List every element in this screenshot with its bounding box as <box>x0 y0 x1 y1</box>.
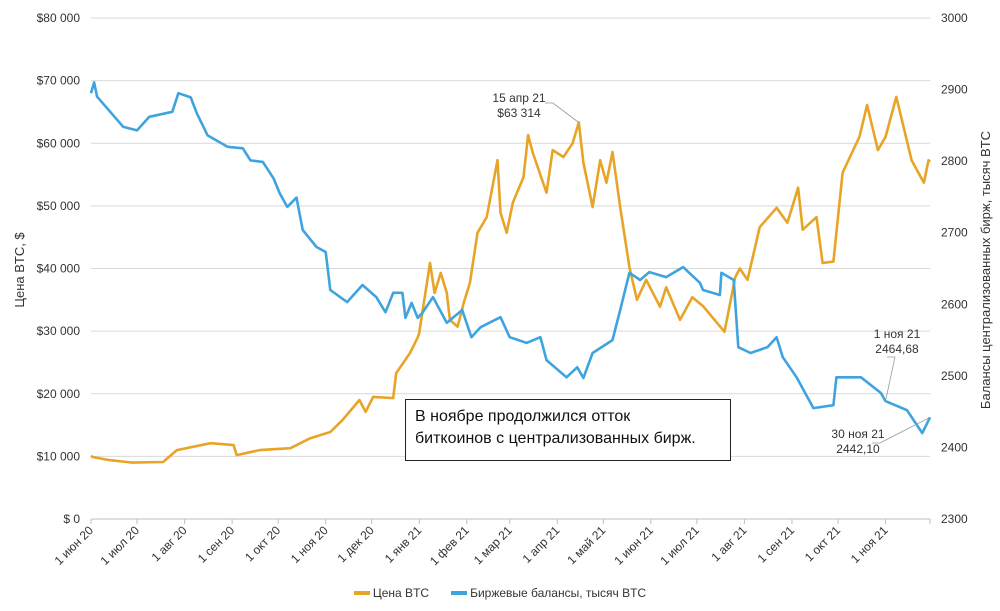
callout-line-2: биткоинов с централизованных бирж. <box>415 430 696 447</box>
left-axis-title: Цена BTC, $ <box>12 232 27 308</box>
legend-item-price: Цена BTC <box>353 586 430 600</box>
left-tick-label: $20 000 <box>37 387 81 401</box>
x-tick-label: 1 мар 21 <box>471 523 515 567</box>
right-axis-title: Балансы централизованных бирж, тысяч BTC <box>978 131 993 409</box>
annotation-leader <box>872 416 931 444</box>
legend-label-balance: Биржевые балансы, тысяч BTC <box>470 586 647 600</box>
callout-box: В ноябре продолжился отток биткоинов с ц… <box>405 399 731 461</box>
right-tick-label: 2600 <box>941 297 968 311</box>
right-tick-label: 2300 <box>941 512 968 526</box>
left-tick-label: $30 000 <box>37 324 81 338</box>
x-tick-label: 1 авг 21 <box>708 523 749 564</box>
x-tick-label: 1 янв 21 <box>382 523 425 566</box>
legend-label-price: Цена BTC <box>372 586 430 600</box>
left-tick-label: $70 000 <box>37 74 81 88</box>
annotation-text: 1 ноя 21 <box>874 327 921 341</box>
x-tick-label: 1 апр 21 <box>520 523 563 566</box>
left-tick-label: $80 000 <box>37 11 81 25</box>
x-tick-label: 1 фев 21 <box>427 523 472 568</box>
annotation-text: 2464,68 <box>875 342 919 356</box>
x-tick-label: 1 окт 21 <box>802 523 843 564</box>
price-line <box>90 95 931 464</box>
x-tick-label: 1 сен 21 <box>755 523 798 566</box>
x-tick-label: 1 июн 20 <box>52 523 97 568</box>
annotation-leader <box>885 356 896 402</box>
annotation-text: 15 апр 21 <box>492 91 546 105</box>
x-tick-label: 1 сен 20 <box>195 523 238 566</box>
x-tick-label: 1 ноя 20 <box>288 523 331 566</box>
legend-swatch-price <box>353 591 370 595</box>
right-tick-label: 3000 <box>941 11 968 25</box>
callout-line-1: В ноябре продолжился отток <box>415 408 631 425</box>
legend-item-balance: Биржевые балансы, тысяч BTC <box>451 586 646 600</box>
right-tick-label: 2800 <box>941 154 968 168</box>
x-tick-label: 1 ноя 21 <box>848 523 891 566</box>
x-tick-label: 1 май 21 <box>564 523 608 567</box>
right-tick-label: 2400 <box>941 440 968 454</box>
x-tick-label: 1 июл 21 <box>657 523 702 568</box>
left-tick-label: $10 000 <box>37 449 81 463</box>
right-tick-label: 2900 <box>941 83 968 97</box>
annotation-leader <box>545 102 579 123</box>
right-tick-label: 2500 <box>941 369 968 383</box>
left-tick-label: $50 000 <box>37 199 81 213</box>
balance-line <box>89 81 932 435</box>
legend-swatch-balance <box>451 591 468 595</box>
annotation-text: $63 314 <box>497 106 541 120</box>
right-tick-label: 2700 <box>941 226 968 240</box>
annotation-text: 2442,10 <box>836 442 880 456</box>
left-tick-label: $40 000 <box>37 262 81 276</box>
x-tick-label: 1 дек 20 <box>335 523 377 565</box>
x-tick-label: 1 авг 20 <box>149 523 190 564</box>
legend: Цена BTC Биржевые балансы, тысяч BTC <box>0 586 1000 600</box>
x-tick-label: 1 окт 20 <box>242 523 283 564</box>
annotation-text: 30 ноя 21 <box>831 427 884 441</box>
left-tick-label: $60 000 <box>37 136 81 150</box>
left-tick-label: $ 0 <box>63 512 80 526</box>
x-tick-label: 1 июн 21 <box>611 523 656 568</box>
x-tick-label: 1 июл 20 <box>97 523 142 568</box>
